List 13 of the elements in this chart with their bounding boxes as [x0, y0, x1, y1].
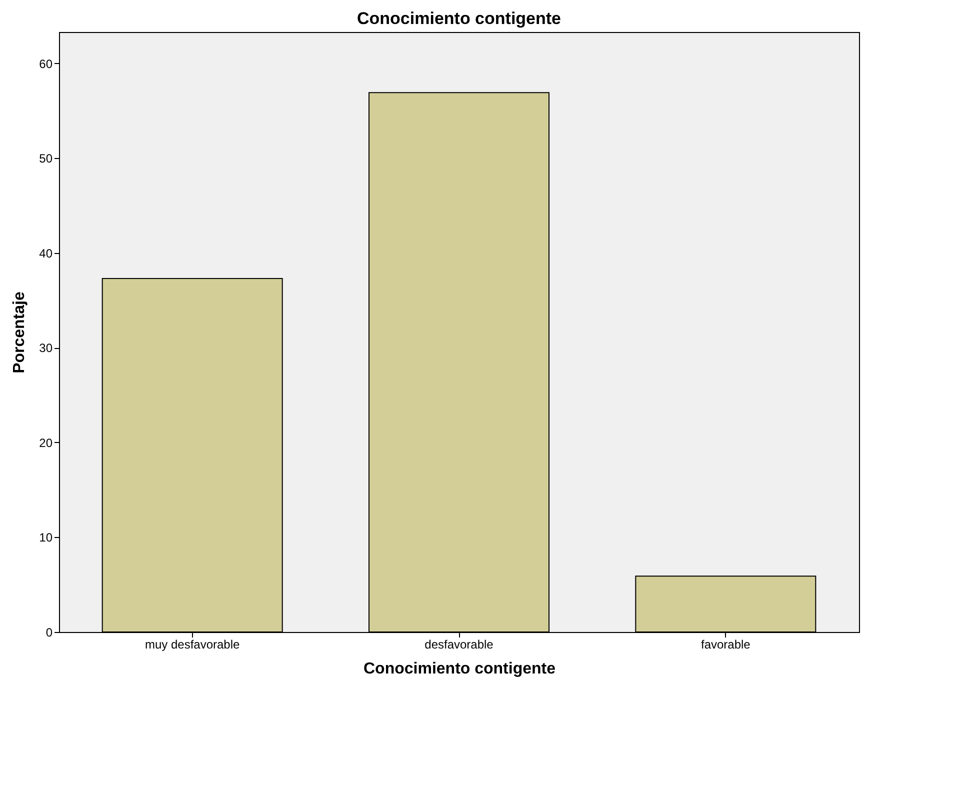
y-tick-label: 50 — [39, 152, 53, 166]
y-tick-label: 30 — [39, 341, 53, 356]
x-tick-label: muy desfavorable — [144, 638, 240, 652]
x-tick-label: favorable — [700, 638, 751, 652]
chart-title: Conocimiento contigente — [357, 9, 561, 28]
y-tick-label: 40 — [39, 246, 53, 260]
y-axis-title: Porcentaje — [11, 291, 28, 374]
x-axis-title: Conocimiento contigente — [364, 660, 556, 678]
y-tick-label: 0 — [46, 626, 53, 640]
y-tick-label: 20 — [39, 436, 53, 450]
y-tick-label: 60 — [39, 56, 53, 71]
x-tick-label: desfavorable — [424, 638, 494, 652]
y-tick-label: 10 — [39, 530, 53, 545]
